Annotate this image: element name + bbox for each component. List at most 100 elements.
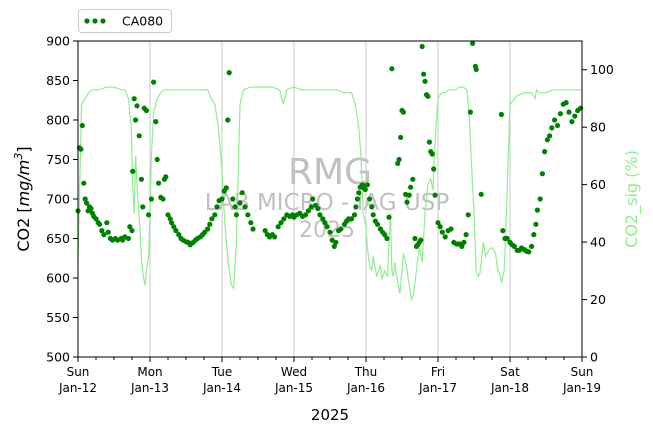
y2-tick-label: 20 [590,292,606,307]
data-point [93,216,99,222]
y-tick-label: 700 [46,192,70,207]
co2-sig-series [77,86,582,302]
data-point [131,96,137,102]
data-point [169,220,175,226]
data-point [429,151,435,157]
legend-marker [100,18,106,24]
data-point [173,228,179,234]
y-axis-right: 0 20 40 60 80 100 [582,62,614,365]
data-point [160,196,166,202]
data-point [154,156,160,163]
y-tick-label: 850 [46,73,70,88]
data-point [167,216,173,222]
data-point [461,239,467,245]
data-point [205,226,211,232]
data-point [84,200,90,206]
y2-tick-label: 100 [590,62,614,77]
legend-box [78,9,172,33]
data-point [374,221,381,227]
data-point [382,232,388,238]
x-tick-label-day: Wed [281,365,307,379]
data-point [127,224,133,230]
data-point [136,133,142,139]
data-point [97,221,103,227]
y-tick-label: 900 [46,34,70,49]
data-point [237,200,243,206]
data-point [431,166,437,172]
data-point [442,234,448,240]
data-point [331,243,337,249]
data-point [223,185,229,191]
data-point [400,109,406,115]
data-point [354,196,360,202]
data-point [467,109,473,115]
legend-label-ca080: CA080 [122,14,163,29]
data-point [171,224,177,230]
data-point [133,117,139,123]
data-point [473,66,479,72]
data-point [398,134,404,140]
y2-tick-label: 40 [590,235,606,250]
co2-sig-line [77,86,582,302]
data-point [542,149,548,155]
data-point [129,228,135,234]
data-point [547,133,553,139]
data-point [408,184,414,190]
data-point [327,229,333,235]
data-point [386,214,392,220]
data-point [572,113,578,119]
y-axis-label-main: CO2 [ [14,206,33,251]
y-tick-label: 550 [46,310,70,325]
x-tick-label-date: Jan-16 [346,381,385,395]
x-tick-label-date: Jan-14 [202,381,241,395]
data-point [320,216,326,222]
data-point [478,191,484,197]
data-point [308,204,314,210]
data-point [242,204,248,210]
data-point [272,234,278,240]
x-tick-label-day: Fri [431,365,445,379]
data-point [384,235,390,242]
data-point [125,235,131,242]
x-tick-label-day: Sat [500,365,520,379]
data-point [504,235,510,242]
data-point [435,220,441,226]
data-point [500,228,506,234]
data-point [537,196,543,202]
data-point [554,122,561,129]
data-point [404,199,410,205]
data-point [104,220,110,226]
data-point [549,125,555,131]
data-point [130,168,136,174]
co2-series-ca080 [75,40,584,255]
data-point [333,239,339,245]
data-point [552,117,558,123]
data-point [302,212,309,218]
x-tick-label-date: Jan-13 [130,381,169,395]
y-axis-left: 500 550 600 650 700 750 800 850 900 [46,34,78,365]
data-point [534,207,541,213]
x-axis: Sun Jan-12 Mon Jan-13 Tue Jan-14 Wed Jan-15 Thu J… [58,357,601,395]
data-point [419,43,425,50]
x-tick-label-date: Jan-19 [562,381,601,395]
data-point [212,212,218,218]
data-point [275,224,281,230]
data-point [351,212,358,218]
data-point [225,117,231,123]
data-point [448,226,454,232]
x-tick-label-date: Jan-18 [490,381,529,395]
data-point [406,192,412,198]
data-point [396,156,402,163]
y-tick-label: 800 [46,113,70,128]
vertical-grid [149,41,511,357]
data-point [101,232,107,238]
data-point [412,235,418,242]
data-point [245,212,251,218]
y-tick-label: 600 [46,271,70,286]
data-point [78,146,84,152]
data-point [367,196,373,202]
data-point [81,180,87,186]
y2-tick-label: 60 [590,177,606,192]
data-point [153,119,159,125]
data-point [233,212,239,218]
